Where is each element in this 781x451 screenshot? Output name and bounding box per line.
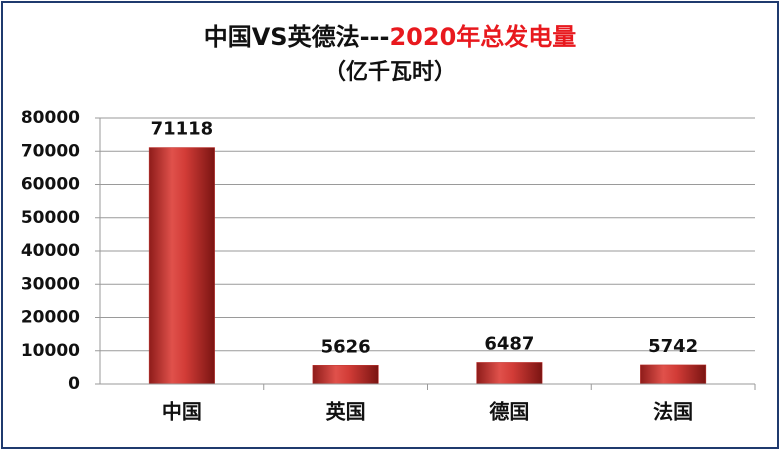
bar — [312, 365, 379, 385]
bar — [640, 364, 707, 385]
y-tick-label: 40000 — [21, 241, 80, 261]
data-label: 5626 — [321, 336, 371, 357]
y-tick-label: 50000 — [21, 208, 80, 228]
y-tick-label: 60000 — [21, 175, 80, 195]
chart-subtitle: （亿千瓦时） — [324, 60, 456, 85]
data-label: 5742 — [648, 336, 698, 357]
x-tick-label: 中国 — [162, 400, 202, 424]
x-tick-label: 英国 — [326, 400, 366, 424]
y-tick-label: 10000 — [21, 341, 80, 361]
bar — [476, 362, 543, 385]
data-label: 6487 — [484, 333, 534, 354]
y-tick-label: 80000 — [21, 108, 80, 128]
title-part: 中国VS英德法--- — [204, 23, 390, 51]
bar — [148, 147, 215, 385]
y-tick-label: 30000 — [21, 274, 80, 294]
title-highlight: 2020年总发电量 — [389, 23, 576, 51]
x-tick-label: 法国 — [653, 400, 693, 424]
data-label: 71118 — [151, 119, 214, 140]
x-tick-label: 德国 — [489, 400, 529, 424]
chart-title: 中国VS英德法---2020年总发电量 — [204, 23, 577, 51]
y-tick-label: 20000 — [21, 308, 80, 328]
y-tick-label: 70000 — [21, 141, 80, 161]
y-tick-label: 0 — [68, 374, 80, 394]
